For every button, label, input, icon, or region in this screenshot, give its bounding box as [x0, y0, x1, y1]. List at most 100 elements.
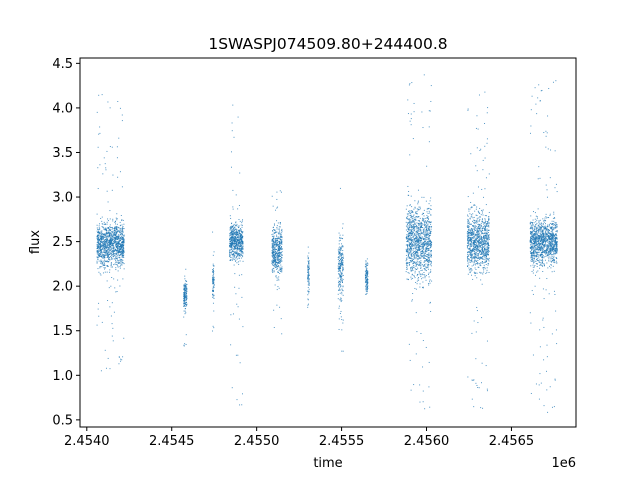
data-point	[424, 244, 426, 246]
data-point	[97, 254, 99, 256]
data-point	[107, 101, 109, 103]
data-point	[340, 249, 342, 251]
data-point	[486, 250, 488, 252]
data-point	[106, 223, 108, 225]
data-point	[186, 293, 187, 295]
data-point	[409, 238, 411, 240]
data-point	[416, 230, 418, 232]
data-point	[425, 255, 427, 257]
data-point	[470, 240, 472, 242]
data-point	[425, 244, 427, 246]
data-point	[487, 259, 489, 261]
data-point	[475, 222, 477, 224]
data-point	[419, 227, 421, 229]
data-point	[99, 256, 101, 258]
data-point	[482, 221, 484, 223]
data-point	[472, 248, 474, 250]
data-point	[481, 253, 483, 255]
data-point	[307, 306, 309, 308]
data-point	[413, 258, 415, 260]
data-point	[468, 225, 470, 227]
data-point	[237, 261, 239, 263]
data-point	[476, 250, 478, 252]
data-point	[239, 250, 241, 252]
data-point	[232, 240, 234, 242]
data-point	[421, 274, 423, 276]
data-point	[411, 248, 413, 250]
data-point	[408, 84, 410, 86]
data-point	[109, 244, 111, 246]
data-point	[107, 254, 109, 256]
data-point	[101, 241, 103, 243]
data-point	[238, 204, 240, 206]
data-point	[473, 204, 475, 206]
data-point	[468, 247, 470, 249]
data-point	[108, 240, 110, 242]
data-point	[476, 248, 478, 250]
data-point	[231, 241, 233, 243]
data-point	[273, 236, 275, 238]
data-point	[466, 235, 468, 237]
data-point	[338, 232, 340, 234]
data-point	[365, 261, 367, 263]
data-point	[273, 249, 275, 251]
data-point	[235, 242, 237, 244]
data-point	[116, 256, 118, 258]
data-point	[480, 265, 482, 267]
data-point	[430, 197, 432, 199]
data-point	[484, 219, 486, 221]
data-point	[468, 229, 470, 231]
data-point	[365, 274, 367, 276]
data-point	[120, 237, 122, 239]
data-point	[308, 261, 310, 263]
data-point	[111, 239, 113, 241]
data-point	[213, 251, 215, 253]
data-point	[117, 230, 119, 232]
data-point	[407, 228, 409, 230]
data-point	[427, 261, 429, 263]
data-point	[429, 232, 431, 234]
data-point	[272, 264, 274, 266]
data-point	[408, 229, 410, 231]
data-point	[110, 253, 112, 255]
data-point	[102, 262, 104, 264]
data-point	[474, 272, 476, 274]
data-point	[113, 229, 115, 231]
data-point	[123, 234, 125, 236]
data-point	[186, 286, 188, 288]
data-point	[123, 250, 125, 252]
data-point	[472, 250, 474, 252]
data-point	[341, 259, 343, 261]
data-point	[413, 218, 415, 220]
data-point	[471, 255, 473, 257]
data-point	[231, 259, 233, 261]
data-point	[430, 254, 432, 256]
data-point	[240, 242, 242, 244]
data-point	[271, 235, 273, 237]
data-point	[342, 285, 344, 287]
data-point	[117, 250, 119, 252]
data-point	[482, 247, 484, 249]
data-point	[407, 268, 409, 270]
data-point	[281, 246, 283, 248]
data-point	[102, 173, 104, 175]
data-point	[366, 283, 368, 285]
data-point	[239, 230, 241, 232]
data-point	[308, 276, 310, 278]
data-point	[104, 271, 106, 273]
data-point	[425, 275, 427, 277]
data-point	[114, 226, 116, 228]
data-point	[105, 246, 107, 248]
data-point	[467, 265, 469, 267]
data-point	[307, 255, 309, 257]
data-point	[340, 263, 342, 265]
data-point	[476, 240, 478, 242]
data-point	[184, 308, 186, 310]
data-point	[341, 273, 343, 275]
data-point	[97, 244, 99, 246]
data-point	[470, 260, 472, 262]
data-point	[279, 268, 281, 270]
data-point	[231, 254, 233, 256]
data-point	[406, 237, 408, 239]
data-point	[239, 248, 241, 250]
